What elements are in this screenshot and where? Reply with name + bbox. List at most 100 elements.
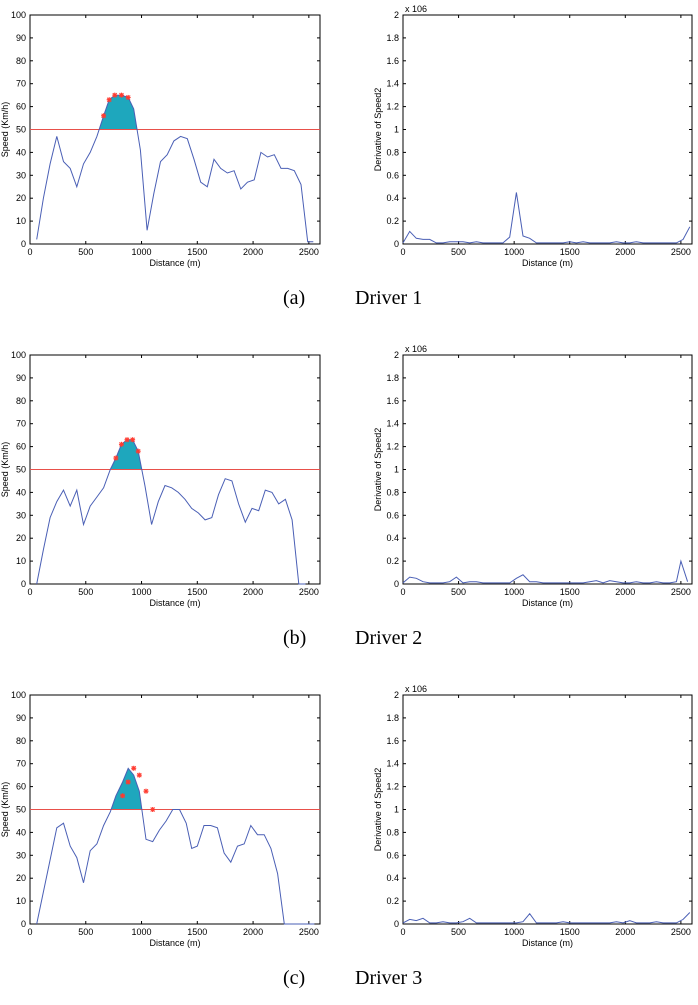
y-axis-label: Derivative of Speed2 — [373, 428, 383, 512]
y-tick-label: 1.2 — [386, 442, 399, 452]
y-tick-label: 0.8 — [386, 827, 399, 837]
y-tick-label: 0.6 — [386, 510, 399, 520]
y-tick-label: 1 — [394, 125, 399, 135]
x-tick-label: 1500 — [187, 247, 207, 257]
y-tick-label: 80 — [16, 56, 26, 66]
x-tick-label: 500 — [451, 247, 466, 257]
y-tick-label: 1.8 — [386, 713, 399, 723]
x-tick-label: 1000 — [504, 927, 524, 937]
y-tick-label: 10 — [16, 216, 26, 226]
y-tick-label: 50 — [16, 465, 26, 475]
y-tick-label: 0.8 — [386, 147, 399, 157]
marker-stroke — [130, 437, 135, 443]
y-scale-label: x 106 — [405, 344, 427, 354]
marker-stroke — [136, 772, 142, 778]
derivative-line — [402, 559, 689, 584]
overspeed-marker — [112, 92, 118, 98]
y-tick-label: 30 — [16, 170, 26, 180]
x-tick-label: 2000 — [243, 587, 263, 597]
x-tick-label: 2000 — [243, 247, 263, 257]
overspeed-marker — [124, 437, 130, 443]
y-tick-label: 10 — [16, 896, 26, 906]
y-tick-label: 0.2 — [386, 896, 399, 906]
x-tick-label: 1000 — [132, 927, 152, 937]
overspeed-area — [110, 439, 142, 470]
y-tick-label: 1.4 — [386, 759, 399, 769]
marker-stroke — [119, 92, 124, 98]
overspeed-marker — [125, 779, 131, 785]
x-tick-label: 2000 — [615, 587, 635, 597]
x-tick-label: 0 — [400, 247, 405, 257]
overspeed-marker — [125, 94, 131, 100]
x-tick-label: 2500 — [671, 927, 691, 937]
chart-driver-1-speed: 0 500 1000 1500 2000 2500 0 10 20 30 40 50 60 70 80 90 1… — [0, 10, 321, 268]
overspeed-marker — [120, 793, 126, 799]
x-tick-label: 1500 — [560, 587, 580, 597]
y-tick-label: 1.2 — [386, 782, 399, 792]
y-tick-label: 70 — [16, 419, 26, 429]
y-tick-label: 80 — [16, 396, 26, 406]
x-tick-label: 1000 — [132, 587, 152, 597]
y-axis-label: Derivative of Speed2 — [373, 768, 383, 852]
axes-box — [402, 354, 693, 585]
x-tick-label: 500 — [78, 587, 93, 597]
speed-line — [36, 94, 314, 243]
y-tick-label: 0.4 — [386, 193, 399, 203]
chart-driver-3-speed: 0 500 1000 1500 2000 2500 0 10 20 30 40 50 60 70 80 90 1… — [0, 690, 321, 948]
y-tick-label: 60 — [16, 782, 26, 792]
x-axis-label: Distance (m) — [522, 938, 573, 948]
overspeed-marker — [118, 441, 124, 447]
y-tick-label: 30 — [16, 850, 26, 860]
x-tick-label: 1500 — [187, 927, 207, 937]
marker-stroke — [124, 437, 130, 443]
speed-line — [36, 767, 315, 925]
x-tick-label: 500 — [78, 927, 93, 937]
y-tick-label: 80 — [16, 736, 26, 746]
marker-stroke — [106, 97, 112, 103]
overspeed-area — [99, 95, 138, 130]
x-tick-label: 500 — [451, 927, 466, 937]
y-tick-label: 0 — [21, 919, 26, 929]
x-tick-label: 1000 — [504, 587, 524, 597]
caption-driver: Driver 1 — [355, 287, 422, 309]
marker-stroke — [120, 793, 125, 799]
y-scale-label: x 106 — [405, 684, 427, 694]
marker-stroke — [131, 765, 137, 771]
y-tick-label: 20 — [16, 193, 26, 203]
y-tick-label: 100 — [11, 10, 26, 20]
x-tick-label: 1000 — [132, 247, 152, 257]
overspeed-marker — [150, 807, 156, 812]
chart-driver-2-derivative: 0 500 1000 1500 2000 2500 0 0.2 0.4 0.6 0.8 1 1.2 1.4… — [373, 344, 693, 608]
y-scale-label: x 106 — [405, 4, 427, 14]
x-tick-label: 500 — [78, 247, 93, 257]
overspeed-marker — [131, 765, 137, 771]
caption-letter: (b) — [283, 627, 306, 649]
y-tick-label: 1.4 — [386, 419, 399, 429]
axes-box — [402, 694, 693, 925]
overspeed-marker — [143, 788, 149, 794]
overspeed-marker — [135, 448, 141, 454]
x-tick-label: 0 — [400, 587, 405, 597]
y-tick-label: 1.8 — [386, 373, 399, 383]
axes-box — [402, 14, 693, 245]
caption-letter: (c) — [283, 967, 305, 989]
y-tick-label: 0.2 — [386, 216, 399, 226]
y-tick-label: 50 — [16, 125, 26, 135]
y-tick-label: 40 — [16, 827, 26, 837]
x-tick-label: 1500 — [560, 927, 580, 937]
marker-stroke — [125, 95, 131, 100]
x-tick-label: 0 — [400, 927, 405, 937]
x-tick-label: 2500 — [671, 587, 691, 597]
y-tick-label: 0 — [394, 239, 399, 249]
marker-stroke — [143, 788, 149, 794]
marker-stroke — [113, 455, 119, 461]
y-tick-label: 0.6 — [386, 850, 399, 860]
y-tick-label: 30 — [16, 510, 26, 520]
y-tick-label: 40 — [16, 147, 26, 157]
y-axis-label: Speed (Km/h) — [0, 782, 10, 838]
x-tick-label: 2000 — [615, 247, 635, 257]
speed-line — [36, 439, 306, 585]
x-tick-label: 1000 — [504, 247, 524, 257]
y-tick-label: 0 — [394, 579, 399, 589]
y-axis-label: Speed (Km/h) — [0, 442, 10, 498]
